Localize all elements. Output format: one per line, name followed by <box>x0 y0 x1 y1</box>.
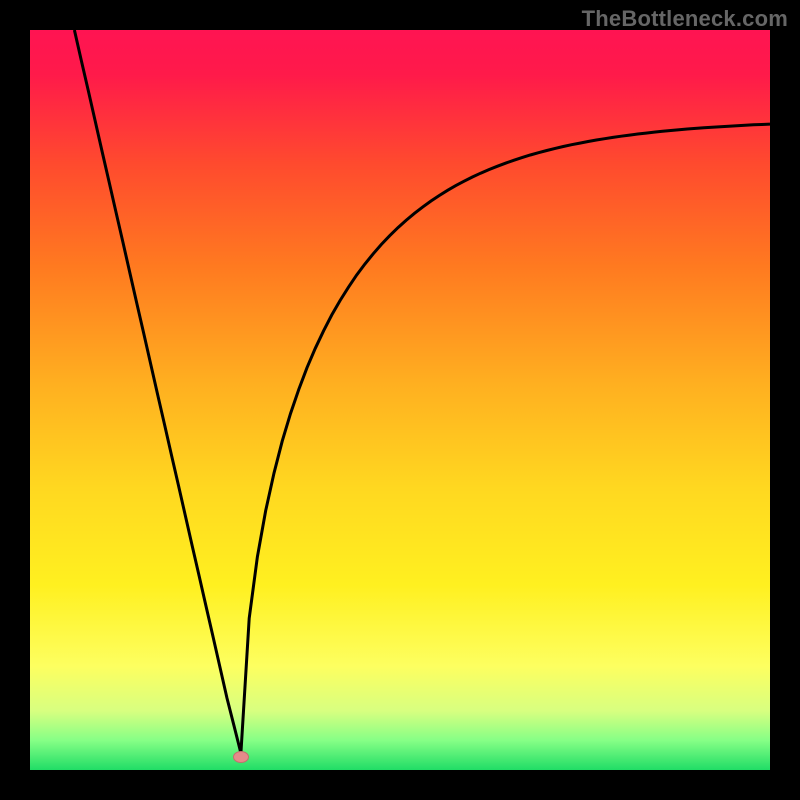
watermark-text: TheBottleneck.com <box>582 6 788 32</box>
curve-path <box>74 30 770 753</box>
notch-curve <box>30 30 770 770</box>
vertex-marker <box>233 751 249 763</box>
plot-area <box>30 30 770 770</box>
